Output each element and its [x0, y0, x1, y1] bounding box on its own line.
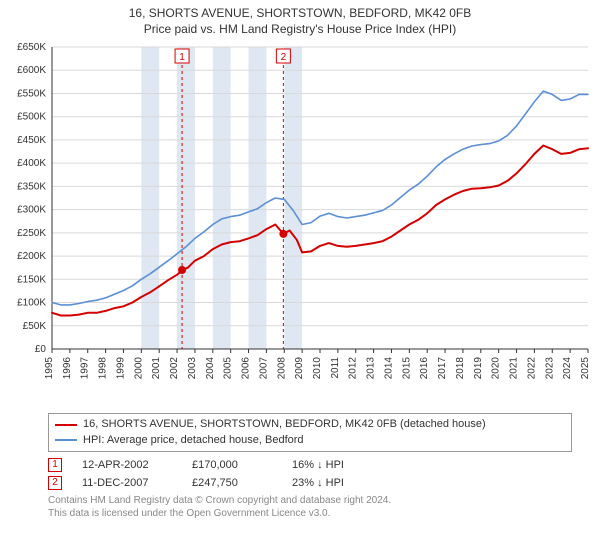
chart-title-2: Price paid vs. HM Land Registry's House … [0, 22, 600, 38]
svg-text:£0: £0 [35, 344, 47, 355]
svg-text:1998: 1998 [98, 357, 109, 380]
svg-text:£500K: £500K [17, 112, 46, 123]
footer-line-1: Contains HM Land Registry data © Crown c… [48, 494, 572, 507]
legend-label-hpi: HPI: Average price, detached house, Bedf… [83, 433, 304, 448]
svg-text:£450K: £450K [17, 135, 46, 146]
svg-text:£250K: £250K [17, 228, 46, 239]
svg-text:2024: 2024 [562, 357, 573, 380]
sale-diff-2: 23% ↓ HPI [292, 477, 382, 489]
svg-text:2004: 2004 [205, 357, 216, 380]
svg-text:2025: 2025 [580, 357, 591, 380]
svg-text:2022: 2022 [526, 357, 537, 380]
svg-text:2017: 2017 [437, 357, 448, 380]
svg-text:£300K: £300K [17, 205, 46, 216]
svg-text:£550K: £550K [17, 89, 46, 100]
svg-text:2002: 2002 [169, 357, 180, 380]
svg-text:2018: 2018 [455, 357, 466, 380]
sale-date-2: 11-DEC-2007 [82, 477, 172, 489]
svg-text:£350K: £350K [17, 182, 46, 193]
svg-text:2006: 2006 [241, 357, 252, 380]
svg-text:1999: 1999 [115, 357, 126, 380]
svg-text:2008: 2008 [276, 357, 287, 380]
svg-text:1996: 1996 [62, 357, 73, 380]
svg-text:2010: 2010 [312, 357, 323, 380]
legend-swatch-hpi [55, 439, 77, 441]
chart-title-1: 16, SHORTS AVENUE, SHORTSTOWN, BEDFORD, … [0, 0, 600, 22]
svg-text:2007: 2007 [258, 357, 269, 380]
svg-text:£50K: £50K [23, 321, 47, 332]
svg-text:£600K: £600K [17, 65, 46, 76]
legend-swatch-property [55, 424, 77, 426]
svg-text:2016: 2016 [419, 357, 430, 380]
svg-text:2015: 2015 [401, 357, 412, 380]
sale-notes: 1 12-APR-2002 £170,000 16% ↓ HPI 2 11-DE… [48, 458, 572, 490]
footer-attribution: Contains HM Land Registry data © Crown c… [48, 494, 572, 520]
legend-row-property: 16, SHORTS AVENUE, SHORTSTOWN, BEDFORD, … [55, 417, 565, 432]
sale-date-1: 12-APR-2002 [82, 459, 172, 471]
sale-marker-2: 2 [48, 476, 62, 490]
legend-row-hpi: HPI: Average price, detached house, Bedf… [55, 433, 565, 448]
sale-price-2: £247,750 [192, 477, 272, 489]
svg-text:2013: 2013 [366, 357, 377, 380]
svg-text:2020: 2020 [491, 357, 502, 380]
svg-text:2011: 2011 [330, 357, 341, 379]
svg-text:2000: 2000 [133, 357, 144, 380]
sale-diff-1: 16% ↓ HPI [292, 459, 382, 471]
svg-text:2003: 2003 [187, 357, 198, 380]
sale-note-1: 1 12-APR-2002 £170,000 16% ↓ HPI [48, 458, 572, 472]
legend-label-property: 16, SHORTS AVENUE, SHORTSTOWN, BEDFORD, … [83, 417, 486, 432]
svg-text:£400K: £400K [17, 158, 46, 169]
svg-text:1: 1 [179, 52, 185, 63]
svg-text:2009: 2009 [294, 357, 305, 380]
svg-text:2001: 2001 [151, 357, 162, 380]
svg-text:£200K: £200K [17, 251, 46, 262]
svg-text:£150K: £150K [17, 274, 46, 285]
chart-container: 16, SHORTS AVENUE, SHORTSTOWN, BEDFORD, … [0, 0, 600, 560]
svg-text:2023: 2023 [544, 357, 555, 380]
footer-line-2: This data is licensed under the Open Gov… [48, 507, 572, 520]
svg-text:2: 2 [281, 52, 287, 63]
legend: 16, SHORTS AVENUE, SHORTSTOWN, BEDFORD, … [48, 413, 572, 452]
svg-text:£100K: £100K [17, 298, 46, 309]
svg-text:2005: 2005 [223, 357, 234, 380]
sale-note-2: 2 11-DEC-2007 £247,750 23% ↓ HPI [48, 476, 572, 490]
svg-text:2021: 2021 [509, 357, 520, 380]
svg-text:1995: 1995 [44, 357, 55, 380]
sale-marker-1: 1 [48, 458, 62, 472]
svg-text:1997: 1997 [80, 357, 91, 380]
sale-price-1: £170,000 [192, 459, 272, 471]
svg-text:2012: 2012 [348, 357, 359, 380]
price-chart: £0 £50K £100K £150K £200K £250K £300K £350K £400… [0, 37, 600, 409]
svg-text:2019: 2019 [473, 357, 484, 380]
svg-text:£650K: £650K [17, 42, 46, 53]
svg-text:2014: 2014 [383, 357, 394, 380]
